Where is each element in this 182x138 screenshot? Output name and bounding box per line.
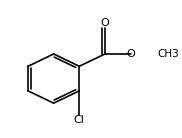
Text: Cl: Cl <box>74 116 85 125</box>
Text: CH3: CH3 <box>157 49 179 59</box>
Text: O: O <box>126 49 135 59</box>
Text: O: O <box>100 18 109 28</box>
